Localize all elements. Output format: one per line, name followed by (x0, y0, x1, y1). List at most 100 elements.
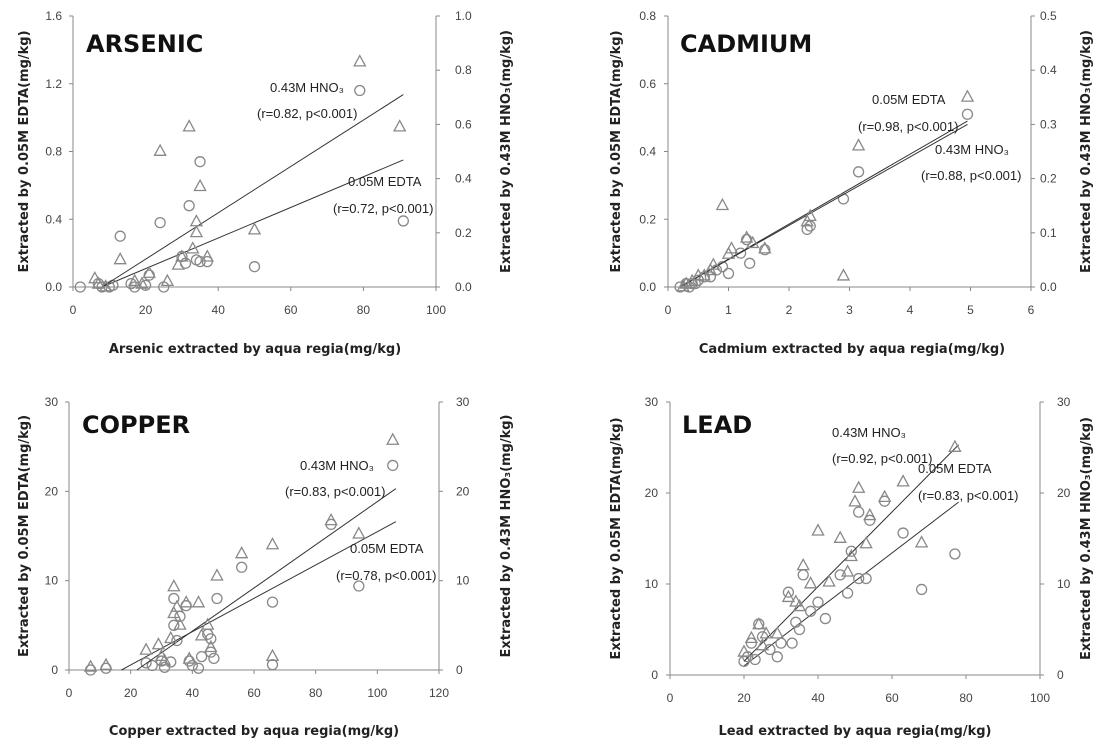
data-point-circle (722, 267, 735, 280)
x-tick-label: 0 (70, 303, 77, 317)
data-point-triangle (164, 630, 178, 644)
data-point-triangle (171, 257, 185, 270)
data-point-triangle (739, 230, 754, 243)
data-point-triangle (265, 648, 280, 662)
data-point-triangle (852, 480, 866, 493)
regression-line (743, 444, 959, 662)
annotation-label: 0.05M EDTA (872, 92, 946, 107)
data-point-triangle (744, 630, 759, 644)
data-point-triangle (135, 276, 149, 289)
y-right-tick-label: 0.0 (1040, 280, 1057, 294)
data-point-triangle (770, 626, 784, 639)
data-point-circle (786, 637, 798, 649)
data-point-triangle (822, 574, 836, 587)
data-point-triangle (210, 568, 224, 581)
x-axis-title: Copper extracted by aqua regia(mg/kg) (109, 724, 399, 739)
data-point-circle (183, 200, 195, 212)
data-point-circle (195, 650, 208, 663)
data-point-triangle (393, 119, 407, 132)
data-point-circle (125, 277, 137, 290)
y-left-tick-label: 0.0 (639, 280, 656, 294)
data-point-triangle (863, 507, 877, 521)
data-point-circle (845, 545, 857, 557)
data-point-triangle (113, 252, 127, 265)
data-point-triangle (386, 432, 400, 445)
annotation-label: 0.43M HNO₃ (832, 425, 906, 440)
x-tick-label: 40 (186, 686, 200, 700)
data-point-circle (158, 661, 171, 673)
data-point-triangle (182, 651, 196, 664)
data-point-triangle (175, 249, 189, 262)
data-point-circle (146, 659, 158, 672)
series-hno3 (737, 439, 962, 662)
y-left-tick-label: 1.6 (45, 9, 62, 23)
y-axis-left-title: Extracted by 0.05M EDTA(mg/kg) (17, 415, 32, 657)
data-point-circle (194, 156, 206, 168)
annotation-label: (r=0.83, p<0.001) (918, 488, 1018, 503)
data-point-circle (266, 658, 279, 671)
y-right-tick-label: 0.6 (455, 117, 472, 131)
data-point-circle (812, 596, 824, 608)
y-left-tick-label: 30 (645, 395, 659, 409)
data-point-circle (192, 662, 205, 674)
data-point-triangle (167, 605, 181, 619)
data-point-circle (782, 586, 795, 598)
y-axis-right-title: Extracted by 0.43M HNO₃(mg/kg) (499, 30, 514, 273)
data-point-circle (756, 631, 769, 643)
data-point-circle (841, 587, 854, 599)
data-point-circle (915, 583, 928, 596)
data-point-circle (790, 616, 802, 628)
y-left-tick-label: 0.0 (45, 280, 62, 294)
data-point-circle (96, 281, 108, 293)
x-tick-label: 0 (667, 691, 674, 705)
data-point-triangle (836, 268, 851, 281)
data-point-circle (143, 269, 155, 281)
data-point-circle (744, 257, 756, 269)
data-point-circle (205, 646, 217, 658)
data-point-triangle (781, 589, 796, 603)
data-point-circle (819, 612, 832, 625)
data-point-triangle (153, 143, 167, 156)
y-left-tick-label: 0 (651, 668, 658, 682)
data-point-triangle (170, 599, 184, 612)
y-right-tick-label: 0.0 (455, 280, 472, 294)
data-point-triangle (193, 178, 207, 192)
data-point-circle (801, 223, 813, 236)
data-point-circle (168, 619, 180, 631)
data-point-triangle (759, 626, 773, 639)
data-point-triangle (247, 222, 262, 235)
y-axis-right-title: Extracted by 0.43M HNO₃(mg/kg) (1079, 417, 1094, 660)
data-point-triangle (877, 489, 892, 503)
x-tick-label: 6 (1028, 303, 1035, 317)
x-tick-label: 0 (665, 303, 672, 317)
data-point-triangle (848, 494, 862, 507)
data-point-triangle (128, 273, 142, 287)
y-left-tick-label: 30 (45, 395, 59, 409)
data-point-circle (354, 84, 366, 97)
y-left-tick-label: 0.4 (45, 212, 62, 226)
data-point-circle (853, 572, 865, 585)
x-tick-label: 1 (725, 303, 732, 317)
x-tick-label: 3 (846, 303, 853, 317)
y-left-tick-label: 20 (45, 484, 59, 498)
data-point-triangle (859, 536, 873, 549)
panel-arsenic: 0 20 40 60 80 100 0.0 0.4 0.8 1.2 1.6 0.0 0.2 0.4 0.6 0… (17, 9, 514, 357)
data-point-triangle (139, 642, 153, 655)
data-point-circle (797, 569, 809, 581)
x-tick-label: 40 (811, 691, 825, 705)
annotation-label: (r=0.72, p<0.001) (333, 201, 433, 216)
annotation-label: (r=0.98, p<0.001) (858, 119, 958, 134)
data-point-circle (698, 271, 710, 283)
data-point-triangle (803, 576, 818, 589)
data-point-triangle (151, 637, 166, 650)
y-right-tick-label: 0.3 (1040, 117, 1057, 131)
data-point-circle (248, 261, 261, 273)
annotation-label: (r=0.78, p<0.001) (336, 568, 436, 583)
annotation-label: 0.43M HNO₃ (300, 458, 374, 473)
data-point-circle (155, 655, 168, 667)
y-axis-right-title: Extracted by 0.43M HNO₃(mg/kg) (499, 414, 514, 657)
data-point-circle (140, 657, 152, 669)
data-point-triangle (88, 271, 102, 284)
data-point-triangle (201, 617, 215, 630)
x-axis-title: Arsenic extracted by aqua regia(mg/kg) (109, 342, 401, 357)
